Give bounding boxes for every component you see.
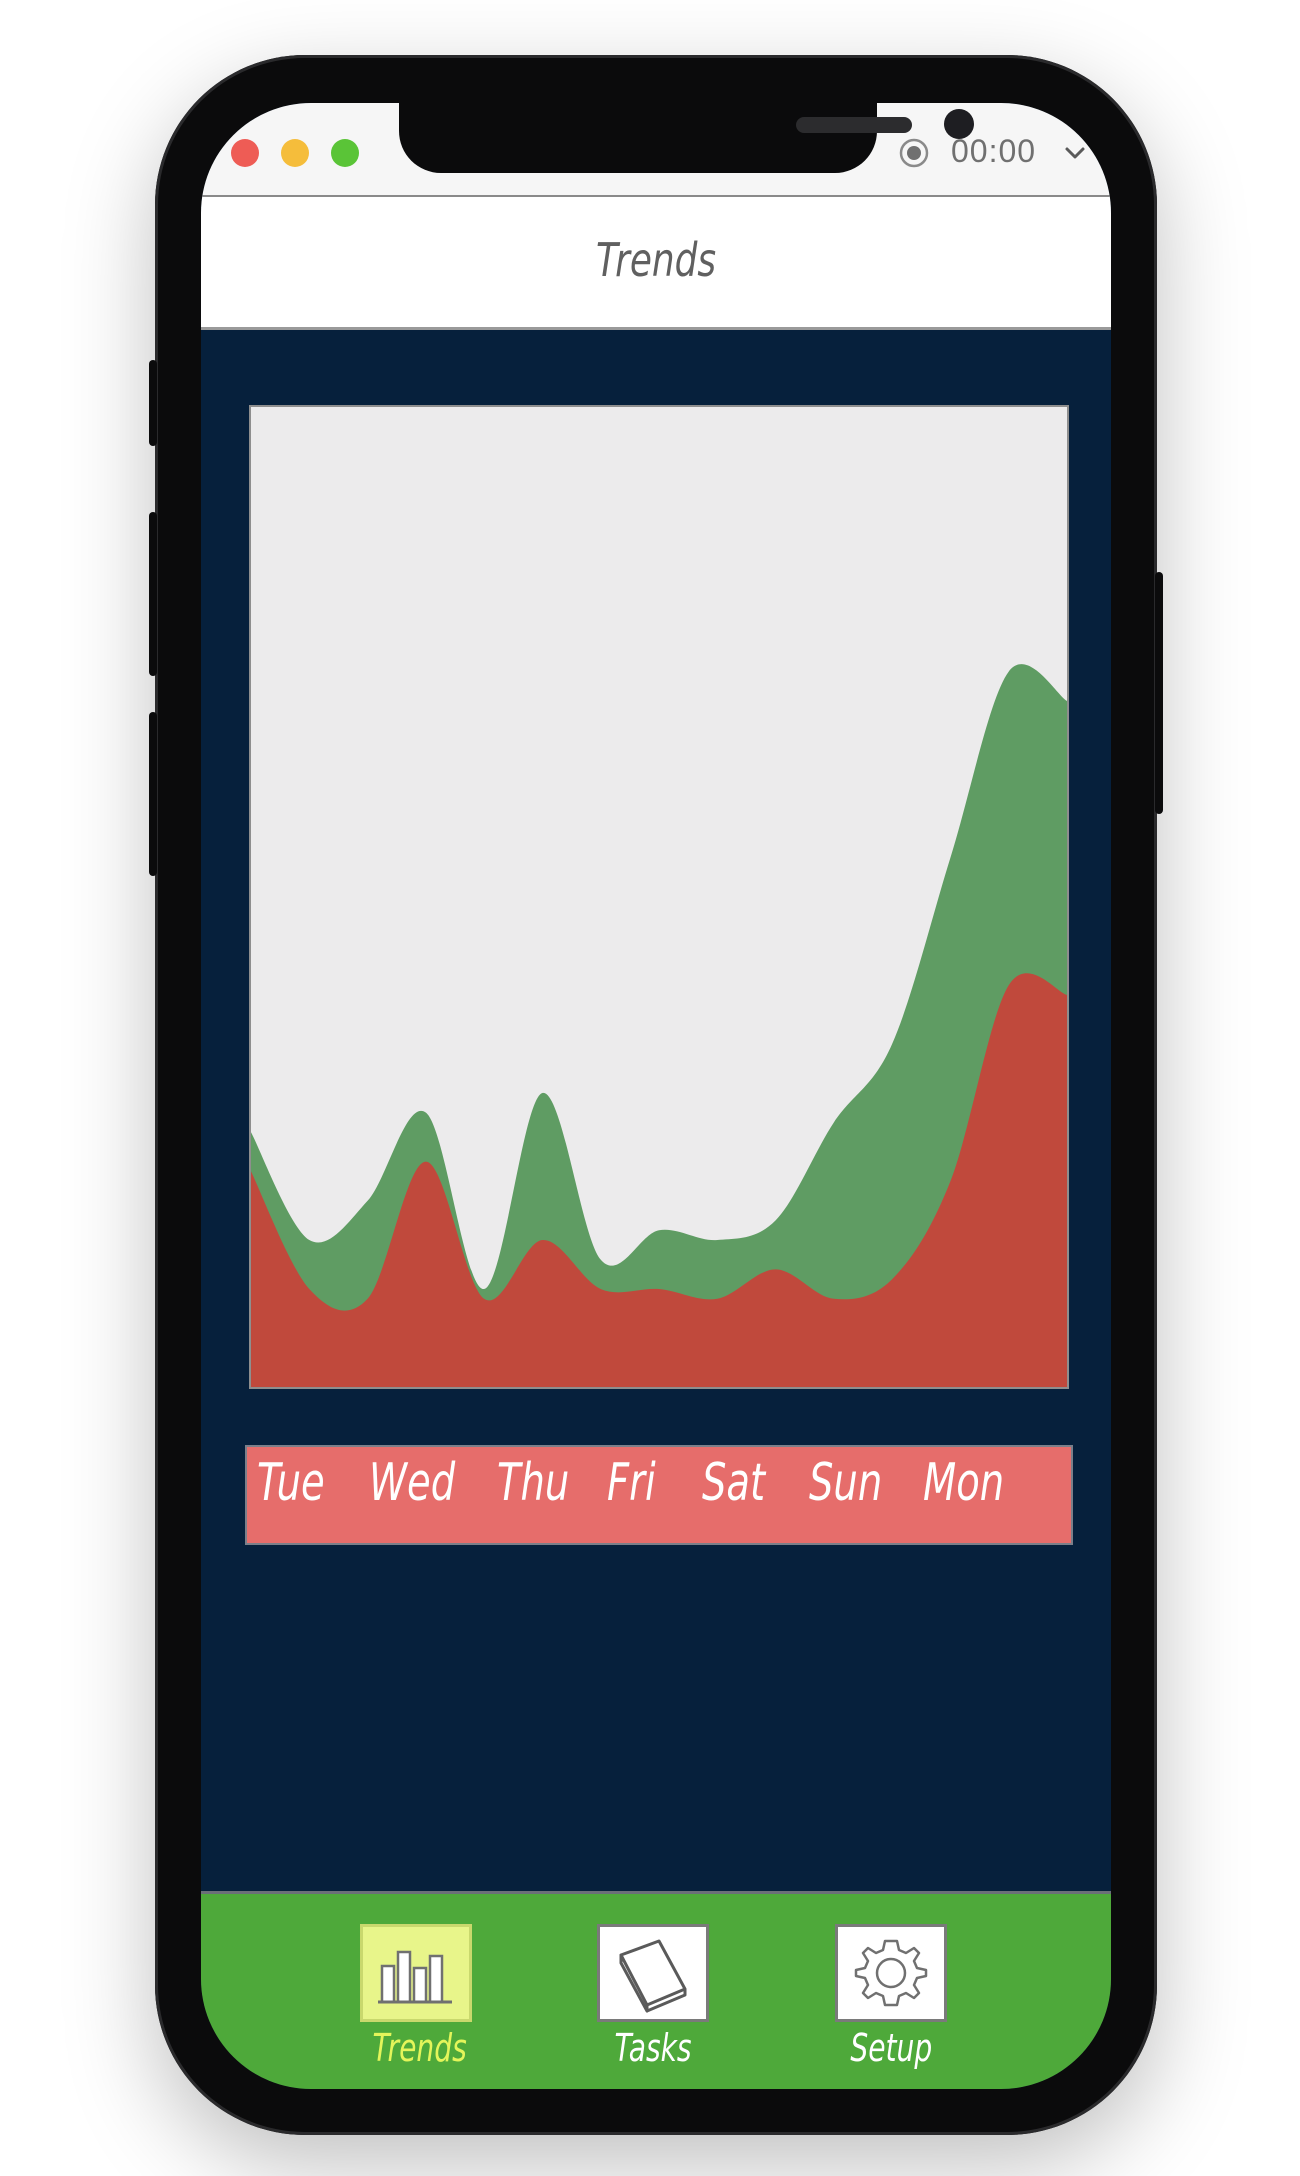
tab-label-tasks: Tasks (614, 2026, 692, 2070)
setup-tab-icon-box[interactable] (835, 1924, 947, 2022)
tab-tasks[interactable]: Tasks (593, 1924, 713, 2084)
tab-label-setup: Setup (850, 2026, 932, 2070)
day-label-sat: Sat (702, 1453, 766, 1513)
day-label-wed: Wed (369, 1453, 456, 1513)
area-series-1 (251, 973, 1067, 1387)
tab-label-trends: Trends (372, 2026, 467, 2070)
phone-notch (399, 103, 974, 173)
chevron-down-icon[interactable] (1061, 139, 1089, 167)
power-button (1155, 572, 1163, 814)
screen: 00:00 Trends Tue Wed Thu Fri Sat Sun Mon (201, 103, 1111, 2089)
timer-readout: 00:00 (951, 133, 1037, 169)
speaker-grille (796, 117, 912, 133)
day-label-fri: Fri (607, 1453, 656, 1513)
minimize-window-button[interactable] (281, 139, 309, 167)
page-header: Trends (201, 197, 1111, 330)
bar-chart-icon (378, 1950, 452, 2004)
area-series-2 (251, 664, 1067, 1387)
day-labels-bar: Tue Wed Thu Fri Sat Sun Mon (245, 1445, 1073, 1545)
page-title: Trends (595, 233, 717, 287)
notebook-icon (619, 1939, 687, 2013)
day-label-sun: Sun (809, 1453, 883, 1513)
bottom-tab-bar: Trends Tasks (201, 1891, 1111, 2089)
volume-up-button (149, 512, 157, 676)
trends-tab-icon-box[interactable] (360, 1924, 472, 2022)
front-camera (944, 109, 974, 139)
day-label-thu: Thu (497, 1453, 570, 1513)
tasks-tab-icon-box[interactable] (597, 1924, 709, 2022)
close-window-button[interactable] (231, 139, 259, 167)
trend-chart (249, 405, 1069, 1389)
volume-down-button (149, 712, 157, 876)
mute-switch (149, 360, 157, 446)
maximize-window-button[interactable] (331, 139, 359, 167)
record-icon[interactable] (899, 138, 929, 168)
phone-frame: 00:00 Trends Tue Wed Thu Fri Sat Sun Mon (149, 55, 1163, 2135)
day-label-tue: Tue (257, 1453, 325, 1513)
tab-trends[interactable]: Trends (356, 1924, 476, 2084)
tab-setup[interactable]: Setup (831, 1924, 951, 2084)
gear-icon (854, 1939, 928, 2007)
trend-chart-svg (251, 664, 1067, 1387)
day-label-mon: Mon (923, 1453, 1005, 1513)
